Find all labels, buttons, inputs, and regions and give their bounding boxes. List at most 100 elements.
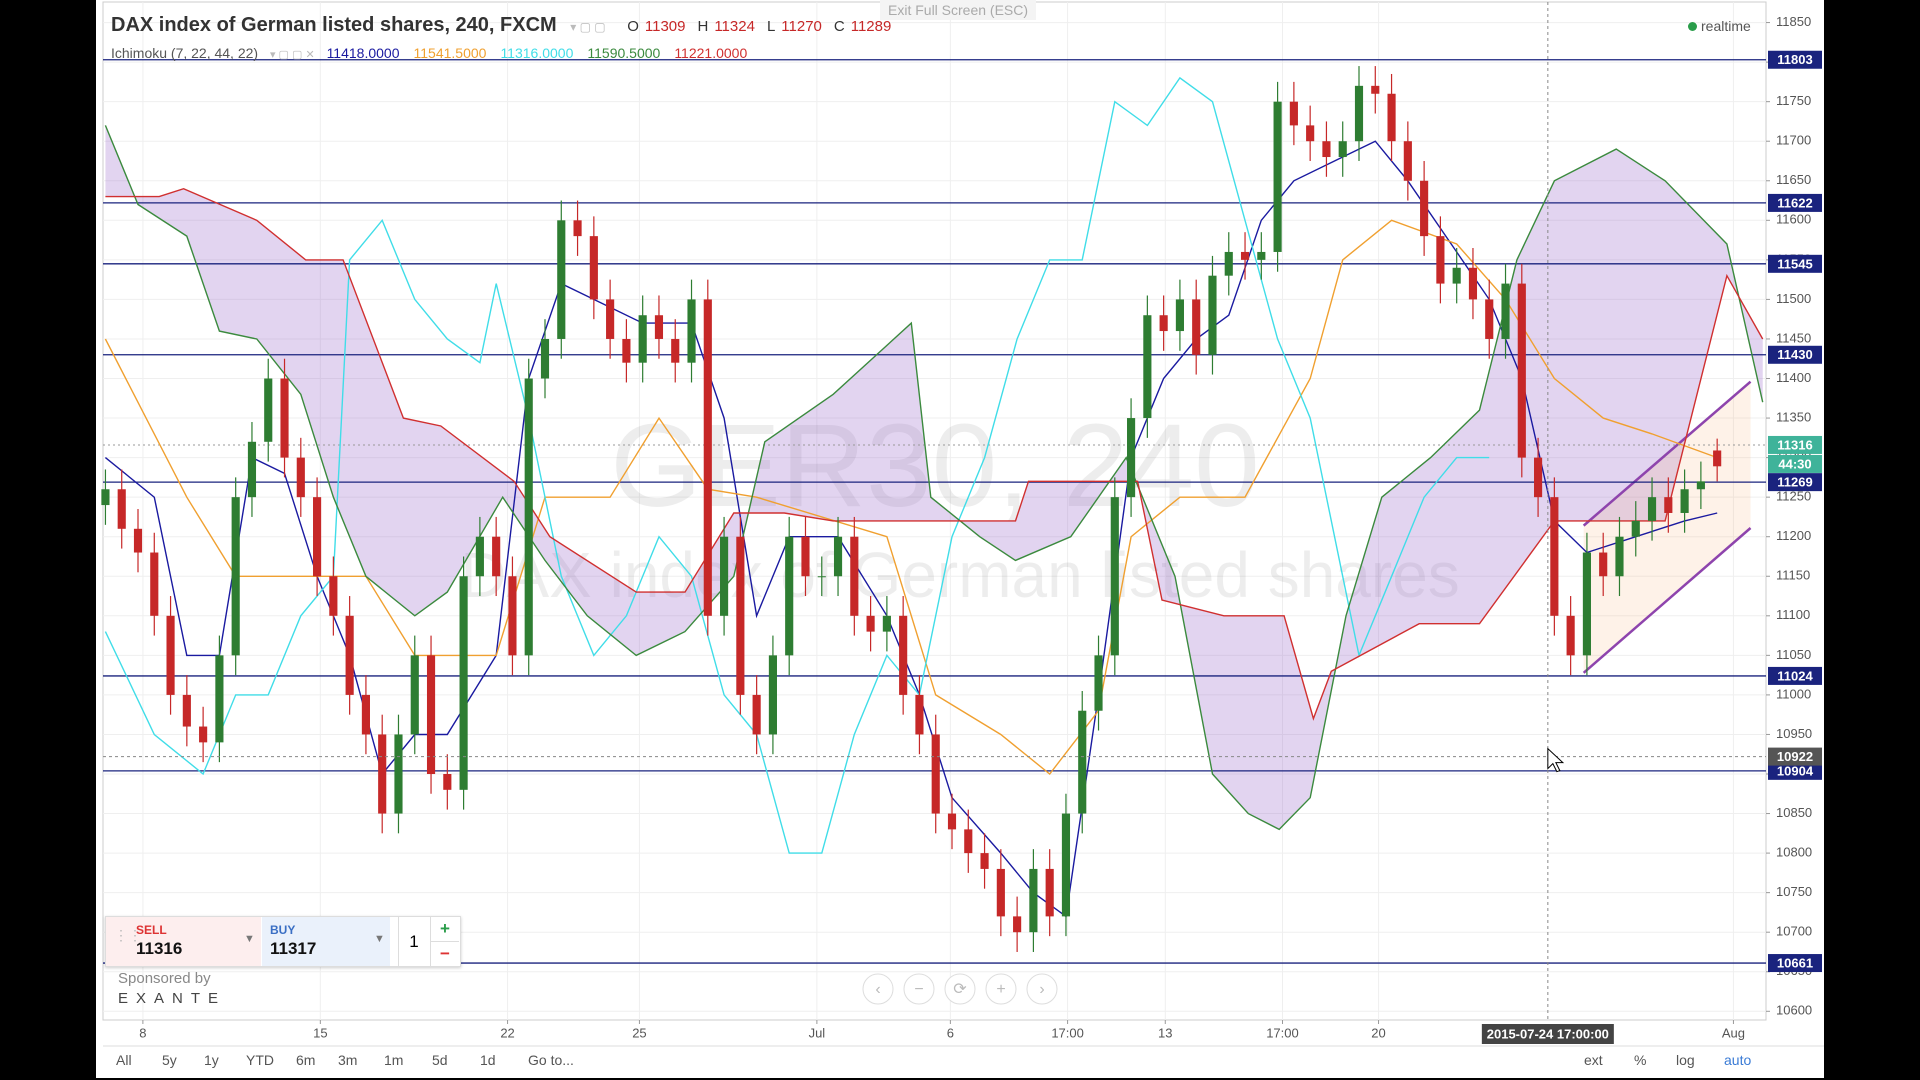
y-tick-label: 11350 (1776, 409, 1811, 424)
candle-body (768, 655, 777, 735)
indicator-line (105, 187, 1764, 721)
x-tick-label: 25 (632, 1025, 646, 1040)
candle-body (1175, 299, 1184, 332)
price-badge: 10922 (1768, 747, 1822, 766)
scale-button[interactable]: auto (1724, 1052, 1752, 1068)
price-badge-box (1768, 761, 1822, 780)
x-tick-label: 8 (139, 1025, 146, 1040)
y-tick-label: 10600 (1776, 1003, 1812, 1018)
sponsor-label: Sponsored by (118, 970, 211, 987)
sell-button[interactable]: ⋮⋮ SELL 11316 ▼ (106, 917, 261, 966)
range-button[interactable]: 6m (296, 1052, 316, 1068)
candle-body (882, 615, 891, 632)
price-badge-label: 11622 (1777, 195, 1812, 210)
candle-body (280, 378, 289, 458)
indicator-line (104, 76, 1490, 854)
x-tick-label: 20 (1371, 1025, 1385, 1040)
candle-body (1387, 93, 1396, 142)
nav-button[interactable] (944, 973, 976, 1005)
indicator-name[interactable]: Ichimoku (7, 22, 44, 22) (111, 45, 259, 61)
candle-body (296, 457, 305, 498)
candle-body (329, 576, 338, 616)
candle-body (378, 734, 387, 814)
range-button[interactable]: YTD (246, 1052, 274, 1068)
y-tick-label: 11050 (1776, 647, 1811, 662)
range-button[interactable]: 5d (432, 1052, 448, 1068)
candle-body (1159, 315, 1168, 332)
candle-body (785, 536, 794, 656)
range-button[interactable]: 1y (204, 1052, 219, 1068)
candle-body (361, 694, 370, 735)
candle-body (1566, 615, 1575, 656)
scale-button[interactable]: log (1676, 1052, 1695, 1068)
nav-icon: ⟳ (953, 981, 967, 998)
y-tick-label: 11850 (1776, 14, 1811, 29)
nav-button[interactable] (862, 973, 894, 1005)
y-tick-label: 10800 (1776, 845, 1812, 860)
candle-body (133, 528, 143, 553)
exit-fullscreen[interactable]: Exit Full Screen (ESC) (880, 0, 1037, 20)
price-badge-box (1768, 345, 1822, 364)
range-button[interactable]: 3m (338, 1052, 358, 1068)
buy-label: BUY (270, 923, 296, 937)
candle-body (899, 615, 908, 695)
nav-button[interactable] (985, 973, 1017, 1005)
y-tick-label: 10950 (1776, 726, 1812, 741)
price-badge: 11316 (1768, 435, 1822, 454)
y-tick-label: 11200 (1776, 528, 1811, 543)
quantity-input[interactable]: 1 (398, 917, 429, 966)
nav-button[interactable] (1026, 973, 1058, 1005)
candle-body (1354, 85, 1364, 142)
range-button[interactable]: Go to... (528, 1052, 574, 1068)
nav-icon: − (914, 981, 923, 998)
scale-button[interactable]: % (1634, 1052, 1647, 1068)
candle-body (573, 220, 582, 237)
candle-body (150, 552, 159, 616)
range-button[interactable]: 1m (384, 1052, 404, 1068)
candle-body (443, 774, 452, 790)
candle-body (394, 734, 403, 814)
indicator-legend: Ichimoku (7, 22, 44, 22) ▾ ▢ ▢ ✕ 11418.0… (111, 45, 748, 61)
sponsor-name[interactable]: EXANTE (118, 990, 227, 1007)
candle-body (410, 655, 419, 735)
realtime-status: realtime (1688, 18, 1751, 34)
y-tick-label: 11450 (1776, 330, 1811, 345)
sell-price: 11316 (136, 939, 183, 958)
candle-body (508, 576, 517, 656)
indicator-value: 11590.5000 (587, 45, 661, 61)
candle-body (1468, 267, 1478, 300)
increase-button[interactable]: + (440, 919, 450, 938)
candle-body (1371, 85, 1380, 94)
range-button[interactable]: 5y (162, 1052, 177, 1068)
nav-button[interactable] (903, 973, 935, 1005)
candle-body (101, 489, 110, 506)
x-tick-label: 17:00 (1266, 1025, 1299, 1040)
candle-body (1289, 101, 1298, 126)
candle-body (1485, 299, 1494, 339)
candle-body (231, 497, 240, 656)
indicator-value: 11316.0000 (500, 45, 574, 61)
candle-body (215, 655, 224, 743)
x-tick-label: 22 (500, 1025, 514, 1040)
ohlc-value: 11289 (850, 18, 892, 35)
candle-body (459, 576, 468, 790)
candle-body (475, 536, 484, 577)
buy-button[interactable]: BUY 11317 ▼ (262, 917, 390, 966)
range-button[interactable]: 1d (480, 1052, 496, 1068)
candle-body (801, 536, 810, 577)
candle-body (1680, 489, 1689, 513)
candle-body (850, 536, 859, 616)
y-tick-label: 11100 (1776, 607, 1810, 622)
decrease-button[interactable]: − (431, 941, 459, 966)
price-badge: 11430 (1768, 345, 1822, 364)
candle-body (492, 536, 501, 577)
indicator-value: 11541.5000 (413, 45, 487, 61)
y-tick-label: 11250 (1776, 489, 1811, 504)
scale-button[interactable]: ext (1584, 1052, 1603, 1068)
x-tick-label: Aug (1722, 1025, 1745, 1040)
range-button[interactable]: All (116, 1052, 132, 1068)
price-badge: 11024 (1768, 666, 1822, 685)
price-badge: 11803 (1768, 50, 1822, 69)
candle-body (1306, 125, 1315, 142)
